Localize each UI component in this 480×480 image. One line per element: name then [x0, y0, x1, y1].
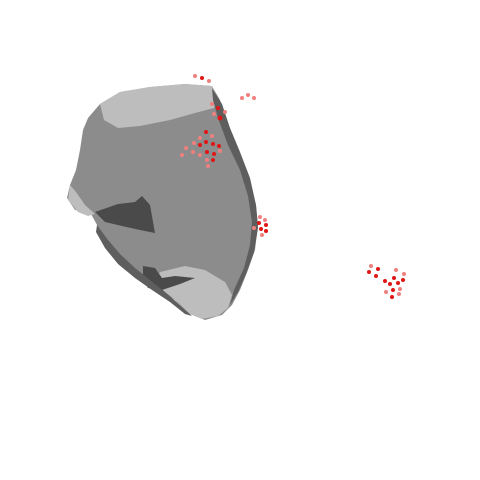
marker-point: [260, 233, 264, 237]
marker-point: [388, 282, 392, 286]
marker-point: [376, 267, 380, 271]
marker-point: [264, 223, 268, 227]
marker-point: [198, 143, 202, 147]
marker-point: [200, 76, 204, 80]
marker-point: [206, 164, 210, 168]
marker-point: [212, 152, 216, 156]
marker-point: [394, 268, 398, 272]
marker-point: [217, 144, 221, 148]
marker-point: [205, 158, 209, 162]
mesh-dark-lower: [143, 266, 195, 290]
marker-point: [383, 279, 387, 283]
marker-point: [246, 93, 250, 97]
marker-point: [204, 130, 208, 134]
marker-point: [218, 149, 222, 153]
marker-point: [211, 158, 215, 162]
marker-point: [392, 276, 396, 280]
gray-3d-mesh[interactable]: [67, 84, 258, 320]
marker-point: [398, 287, 402, 291]
mesh-dark-notch: [95, 196, 155, 233]
red-marker-cluster[interactable]: [180, 74, 406, 299]
marker-point: [263, 218, 267, 222]
marker-point: [223, 110, 227, 114]
marker-point: [252, 226, 256, 230]
marker-point: [212, 112, 216, 116]
marker-point: [205, 150, 209, 154]
marker-point: [390, 295, 394, 299]
marker-group-detached[interactable]: [367, 264, 406, 299]
marker-point: [369, 264, 373, 268]
marker-point: [402, 272, 406, 276]
marker-point: [210, 134, 214, 138]
mesh-body: [67, 84, 258, 320]
marker-point: [184, 146, 188, 150]
marker-point: [207, 79, 211, 83]
mesh-top-face: [100, 84, 218, 128]
marker-point: [193, 74, 197, 78]
marker-group-right-edge[interactable]: [252, 215, 268, 237]
mesh-left-lip: [68, 185, 95, 216]
marker-point: [210, 102, 214, 106]
marker-point: [217, 115, 223, 121]
marker-point: [384, 290, 388, 294]
mesh-right-edge: [212, 88, 258, 305]
marker-point: [180, 153, 184, 157]
marker-point: [264, 229, 268, 233]
marker-point: [259, 227, 263, 231]
marker-point: [396, 281, 400, 285]
marker-point: [257, 221, 261, 225]
marker-point: [401, 278, 405, 282]
marker-point: [216, 106, 220, 110]
marker-point: [198, 136, 202, 140]
marker-point: [252, 96, 256, 100]
marker-point: [240, 96, 244, 100]
marker-point: [204, 140, 208, 144]
marker-point: [391, 288, 395, 292]
marker-point: [397, 292, 401, 296]
marker-point: [258, 215, 262, 219]
marker-point: [211, 142, 215, 146]
marker-point: [198, 153, 202, 157]
marker-point: [374, 274, 378, 278]
marker-group-upper[interactable]: [180, 102, 227, 168]
marker-point: [191, 150, 195, 154]
marker-point: [192, 141, 196, 145]
marker-group-top[interactable]: [193, 74, 256, 100]
marker-point: [367, 270, 371, 274]
